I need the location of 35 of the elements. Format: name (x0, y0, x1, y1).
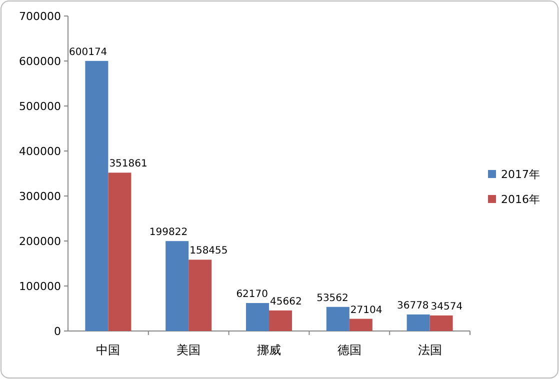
data-label: 45662 (270, 296, 302, 308)
bar (430, 315, 453, 331)
x-tick-label: 中国 (96, 343, 120, 357)
data-label: 34574 (430, 301, 463, 312)
data-label: 351861 (109, 158, 148, 170)
data-label: 199822 (149, 227, 188, 238)
y-tick-label: 700000 (19, 10, 61, 23)
y-tick-label: 0 (54, 325, 61, 338)
bar (166, 241, 189, 331)
bar (246, 303, 269, 331)
x-tick-label: 美国 (176, 343, 201, 357)
x-tick-label: 德国 (337, 343, 362, 357)
data-label: 27104 (350, 304, 382, 316)
y-tick-label: 200000 (19, 235, 61, 248)
data-label: 600174 (69, 46, 108, 58)
y-tick-label: 400000 (19, 145, 61, 158)
y-tick-label: 600000 (19, 55, 61, 68)
x-tick-label: 挪威 (257, 343, 281, 357)
data-label: 62170 (236, 289, 268, 300)
legend-label: 2017年 (501, 168, 540, 181)
bar (85, 60, 108, 331)
bar (108, 172, 132, 331)
data-label: 53562 (316, 292, 348, 304)
bar (326, 306, 350, 331)
bar (188, 260, 212, 331)
y-tick-label: 100000 (19, 280, 61, 293)
legend-label: 2016年 (501, 193, 540, 206)
bar (349, 318, 372, 331)
x-tick-label: 法国 (418, 343, 442, 357)
y-tick-label: 500000 (19, 100, 61, 113)
bar (406, 314, 430, 331)
bar (269, 310, 292, 331)
y-tick-label: 300000 (19, 190, 61, 203)
data-label: 36778 (396, 300, 429, 312)
data-label: 158455 (190, 246, 228, 257)
